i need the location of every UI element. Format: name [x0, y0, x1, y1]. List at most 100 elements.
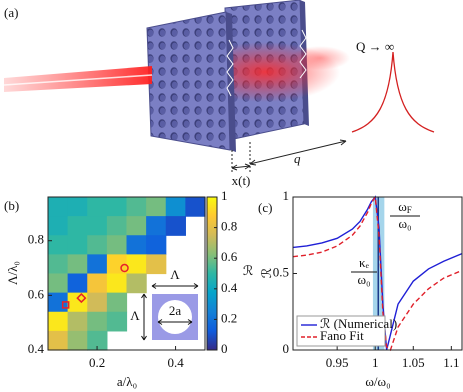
- y-tick-label: 0.6: [28, 286, 45, 301]
- heatmap-cell: [165, 197, 186, 217]
- heatmap-cell: [67, 330, 88, 351]
- x-tick-label: 0.2: [89, 355, 105, 370]
- panel-a: (a) Q → ∞ x(t) q: [3, 0, 435, 188]
- arrow-head: [249, 139, 347, 166]
- panel-label: (a): [4, 5, 18, 20]
- x-label: x(t): [232, 173, 251, 188]
- annotation: ω₀: [357, 272, 370, 287]
- y-tick-label: 0.8: [28, 232, 44, 247]
- gap-label: q: [294, 151, 301, 166]
- x-tick-label: 1.05: [402, 355, 425, 370]
- heatmap-cell: [146, 254, 167, 275]
- annotation: κₑ: [359, 255, 370, 270]
- inset-label: 2a: [169, 303, 182, 318]
- colorbar-tick-label: 0: [221, 341, 228, 356]
- heatmap-cell: [126, 254, 147, 275]
- spring: [299, 29, 307, 79]
- heatmap-cell: [48, 254, 69, 275]
- x-tick-label: 1: [372, 355, 379, 370]
- x-tick-label: 0.4: [167, 355, 184, 370]
- arrow-head: [231, 163, 251, 171]
- marker: [120, 263, 129, 273]
- heatmap-cell: [87, 330, 108, 351]
- heatmap-cell: [87, 311, 108, 332]
- heatmap-cell: [106, 197, 128, 217]
- heatmap-cell: [106, 216, 128, 236]
- heatmap-cell: [48, 235, 69, 255]
- beam-core: [3, 74, 153, 86]
- heatmap-cell: [126, 197, 147, 217]
- heatmap-cell: [48, 197, 69, 217]
- heatmap-cell: [126, 273, 147, 294]
- y-tick-label: 1: [283, 188, 290, 203]
- y-axis-title: Λ/λ₀: [5, 261, 20, 285]
- q-arrow: [249, 140, 347, 165]
- heatmap-cell: [67, 273, 88, 294]
- colorbar-title: ℛ: [243, 263, 253, 278]
- annotation-part: ω: [398, 199, 407, 214]
- heatmap-cell: [48, 330, 69, 351]
- colorbar-tick-label: 0.8: [221, 219, 237, 234]
- heatmap-cell: [87, 254, 108, 275]
- heatmap-cell: [146, 216, 167, 236]
- y-tick-label: 0.5: [273, 264, 289, 279]
- colorbar-tick-label: 1: [221, 188, 228, 203]
- colorbar-tick-label: 0.6: [221, 249, 238, 264]
- legend-label: Fano Fit: [320, 328, 364, 343]
- heatmap-cell: [87, 235, 108, 255]
- heatmap-cell: [48, 311, 69, 332]
- hole: [158, 300, 192, 334]
- heatmap-cell: [165, 216, 186, 236]
- heatmap-cell: [126, 235, 147, 255]
- heatmap-cell: [48, 216, 69, 236]
- inset: Λ Λ 2a: [130, 267, 199, 341]
- heatmap-cell: [67, 216, 88, 236]
- marker: [61, 301, 70, 309]
- heatmap-cell: [67, 311, 88, 332]
- laser-beam: [4, 66, 152, 92]
- heatmap-cell: [48, 273, 69, 294]
- plot-frame: [47, 196, 206, 351]
- arrow-head: [141, 283, 199, 341]
- heatmap-cell: [106, 235, 128, 255]
- colorbar-tick-label: 0.4: [221, 280, 238, 295]
- y-tick-label: 0.4: [28, 341, 45, 356]
- marker: [76, 293, 87, 304]
- heatmap-cell: [146, 235, 167, 255]
- spring: [226, 39, 234, 97]
- x-axis-title: ω/ω₀: [365, 374, 390, 389]
- heatmap-cell: [67, 254, 88, 275]
- annotation: ωF: [398, 199, 412, 215]
- heatmap-cell: [67, 197, 88, 217]
- y-axis-title: ℛ: [259, 268, 274, 278]
- x-arrow: [231, 165, 251, 169]
- y-tick-label: 0: [283, 341, 290, 356]
- heatmap-cell: [126, 216, 147, 236]
- heatmap-cell: [106, 292, 128, 313]
- x-tick-label: 0.95: [326, 355, 349, 370]
- heatmap-cell: [106, 273, 128, 294]
- q-label: Q → ∞: [356, 39, 394, 54]
- heatmap-cell: [185, 197, 206, 217]
- heatmap-cell: [87, 216, 108, 236]
- transmitted-glow: [290, 46, 350, 70]
- heatmap-cell: [106, 254, 128, 275]
- inset-label: Λ: [170, 267, 180, 282]
- inset-label: Λ: [130, 308, 140, 323]
- panel-label: (b): [4, 198, 19, 213]
- panel-label: (c): [258, 200, 272, 215]
- heatmap-cell: [146, 197, 167, 217]
- heatmap-cell: [106, 311, 128, 332]
- colorbar: [206, 196, 218, 351]
- heatmap-cell: [87, 273, 108, 294]
- series-line: [292, 194, 463, 352]
- heatmap-cell: [67, 292, 88, 313]
- front-plate: [146, 11, 231, 151]
- colorbar-tick-label: 0.2: [221, 310, 237, 325]
- x-axis-title: a/λ₀: [117, 374, 137, 389]
- legend-box: [296, 315, 386, 347]
- x-tick-label: 1.1: [443, 355, 459, 370]
- annotation-part: F: [407, 205, 412, 215]
- heatmap-cell: [87, 197, 108, 217]
